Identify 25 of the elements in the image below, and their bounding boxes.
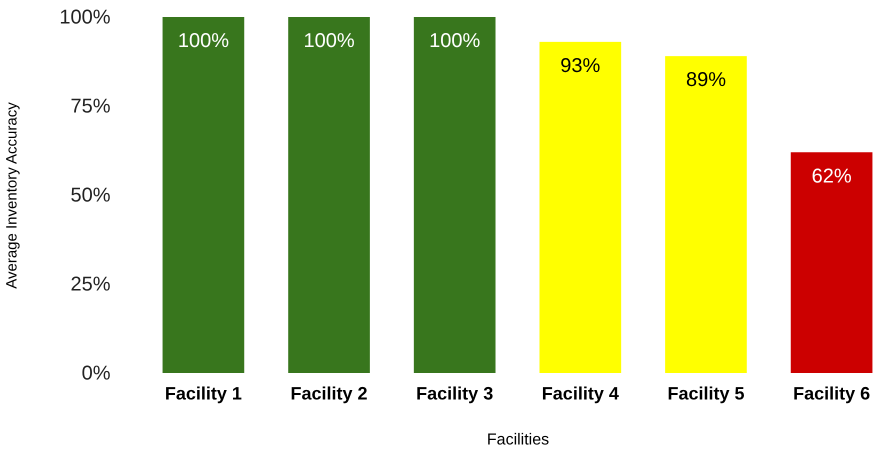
- bar: [162, 17, 244, 373]
- data-label: 100%: [429, 30, 480, 52]
- bar: [665, 56, 747, 373]
- y-tick-label: 0%: [82, 362, 111, 384]
- x-axis-title: Facilities: [486, 432, 550, 448]
- data-label: 89%: [686, 69, 726, 92]
- y-axis-title: Average Inventory Accuracy: [3, 102, 20, 289]
- bar: [539, 42, 622, 373]
- y-tick-label: 100%: [59, 6, 111, 28]
- bar: [288, 17, 370, 373]
- x-tick-label: Facility 1: [164, 384, 242, 404]
- y-tick-label: 75%: [70, 96, 111, 118]
- x-tick-label: Facility 2: [290, 384, 368, 404]
- data-label: 100%: [178, 30, 230, 52]
- data-label: 93%: [560, 54, 601, 77]
- x-tick-label: Facility 4: [542, 384, 619, 404]
- x-tick-label: Facility 5: [667, 384, 744, 404]
- bar: [414, 17, 496, 373]
- y-tick-label: 25%: [70, 274, 111, 296]
- data-label: 62%: [812, 165, 852, 188]
- bar: [790, 152, 872, 373]
- data-label: 100%: [303, 30, 355, 52]
- y-tick-label: 50%: [70, 184, 111, 206]
- x-tick-label: Facility 6: [793, 384, 870, 404]
- x-tick-label: Facility 3: [416, 384, 494, 404]
